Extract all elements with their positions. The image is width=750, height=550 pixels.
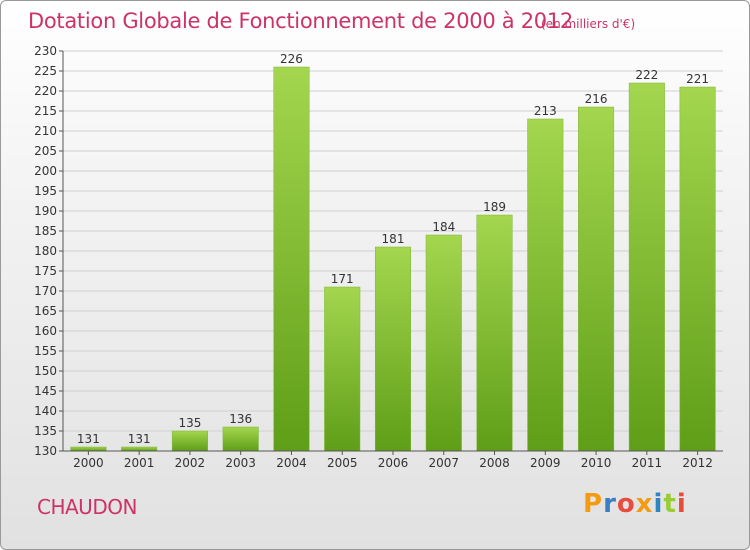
- x-tick-label-2001: 2001: [124, 456, 155, 470]
- bar-2010: [578, 106, 615, 452]
- x-tick-label-2006: 2006: [378, 456, 409, 470]
- y-tick-label: 170: [34, 284, 57, 298]
- y-tick-label: 155: [34, 344, 57, 358]
- data-label-2007: 184: [432, 220, 455, 234]
- y-tick-label: 135: [34, 424, 57, 438]
- logo-letter: r: [603, 489, 617, 519]
- x-tick-label-2007: 2007: [428, 456, 459, 470]
- x-tick-label-2012: 2012: [682, 456, 713, 470]
- x-tick-label-2011: 2011: [632, 456, 663, 470]
- proxiti-logo: Proxiti: [583, 489, 687, 519]
- logo-letter: P: [583, 489, 604, 519]
- x-tick-label-2000: 2000: [73, 456, 104, 470]
- axes: 130 135 140 145 150 155 160 165 170 175 180 185 190 1…: [34, 44, 723, 470]
- place-name: CHAUDON: [37, 495, 137, 519]
- bar-2002: [171, 430, 208, 452]
- data-label-2011: 222: [635, 68, 658, 82]
- x-tick-label-2008: 2008: [479, 456, 510, 470]
- bar-2012: [679, 86, 716, 452]
- x-tick-label-2003: 2003: [225, 456, 256, 470]
- bar-2008: [476, 214, 513, 452]
- bar-2005: [324, 286, 361, 452]
- logo-letter: i: [676, 489, 687, 519]
- y-tick-label: 185: [34, 224, 57, 238]
- data-label-2009: 213: [534, 104, 557, 118]
- logo-letter: x: [635, 489, 654, 519]
- data-label-2003: 136: [229, 412, 252, 426]
- logo-letter: t: [663, 489, 677, 519]
- data-label-2004: 226: [280, 52, 303, 66]
- y-tick-label: 220: [34, 84, 57, 98]
- data-label-2000: 131: [77, 432, 100, 446]
- chart-subtitle: (en milliers d'€): [541, 17, 636, 31]
- x-tick-label-2004: 2004: [276, 456, 307, 470]
- x-tick-label-2005: 2005: [327, 456, 358, 470]
- bars: 131 131 135 136 226 171 181 184 189 213 216 222 221: [70, 52, 716, 452]
- bar-2001: [121, 446, 158, 452]
- x-tick-label-2002: 2002: [175, 456, 206, 470]
- y-tick-label: 150: [34, 364, 57, 378]
- logo-letter: i: [653, 489, 664, 519]
- y-tick-label: 140: [34, 404, 57, 418]
- y-tick-label: 130: [34, 444, 57, 458]
- bar-2000: [70, 446, 107, 452]
- bar-2004: [273, 66, 310, 452]
- y-tick-label: 215: [34, 104, 57, 118]
- y-tick-label: 165: [34, 304, 57, 318]
- data-label-2001: 131: [128, 432, 151, 446]
- y-tick-label: 210: [34, 124, 57, 138]
- y-tick-label: 225: [34, 64, 57, 78]
- x-tick-label-2010: 2010: [581, 456, 612, 470]
- y-tick-label: 190: [34, 204, 57, 218]
- bar-2003: [222, 426, 259, 452]
- x-tick-label-2009: 2009: [530, 456, 561, 470]
- y-tick-label: 205: [34, 144, 57, 158]
- logo-letter: o: [616, 489, 636, 519]
- y-tick-label: 180: [34, 244, 57, 258]
- y-tick-label: 195: [34, 184, 57, 198]
- y-tick-label: 175: [34, 264, 57, 278]
- y-tick-label: 200: [34, 164, 57, 178]
- data-label-2005: 171: [331, 272, 354, 286]
- y-tick-label: 160: [34, 324, 57, 338]
- data-label-2002: 135: [178, 416, 201, 430]
- data-label-2008: 189: [483, 200, 506, 214]
- chart-title: Dotation Globale de Fonctionnement de 20…: [28, 9, 573, 33]
- bar-2011: [628, 82, 665, 452]
- data-label-2010: 216: [585, 92, 608, 106]
- bar-2007: [425, 234, 462, 452]
- y-tick-label: 145: [34, 384, 57, 398]
- y-tick-label: 230: [34, 44, 57, 58]
- data-label-2012: 221: [686, 72, 709, 86]
- bar-2006: [374, 246, 412, 452]
- data-label-2006: 181: [382, 232, 405, 246]
- bar-2009: [527, 118, 564, 452]
